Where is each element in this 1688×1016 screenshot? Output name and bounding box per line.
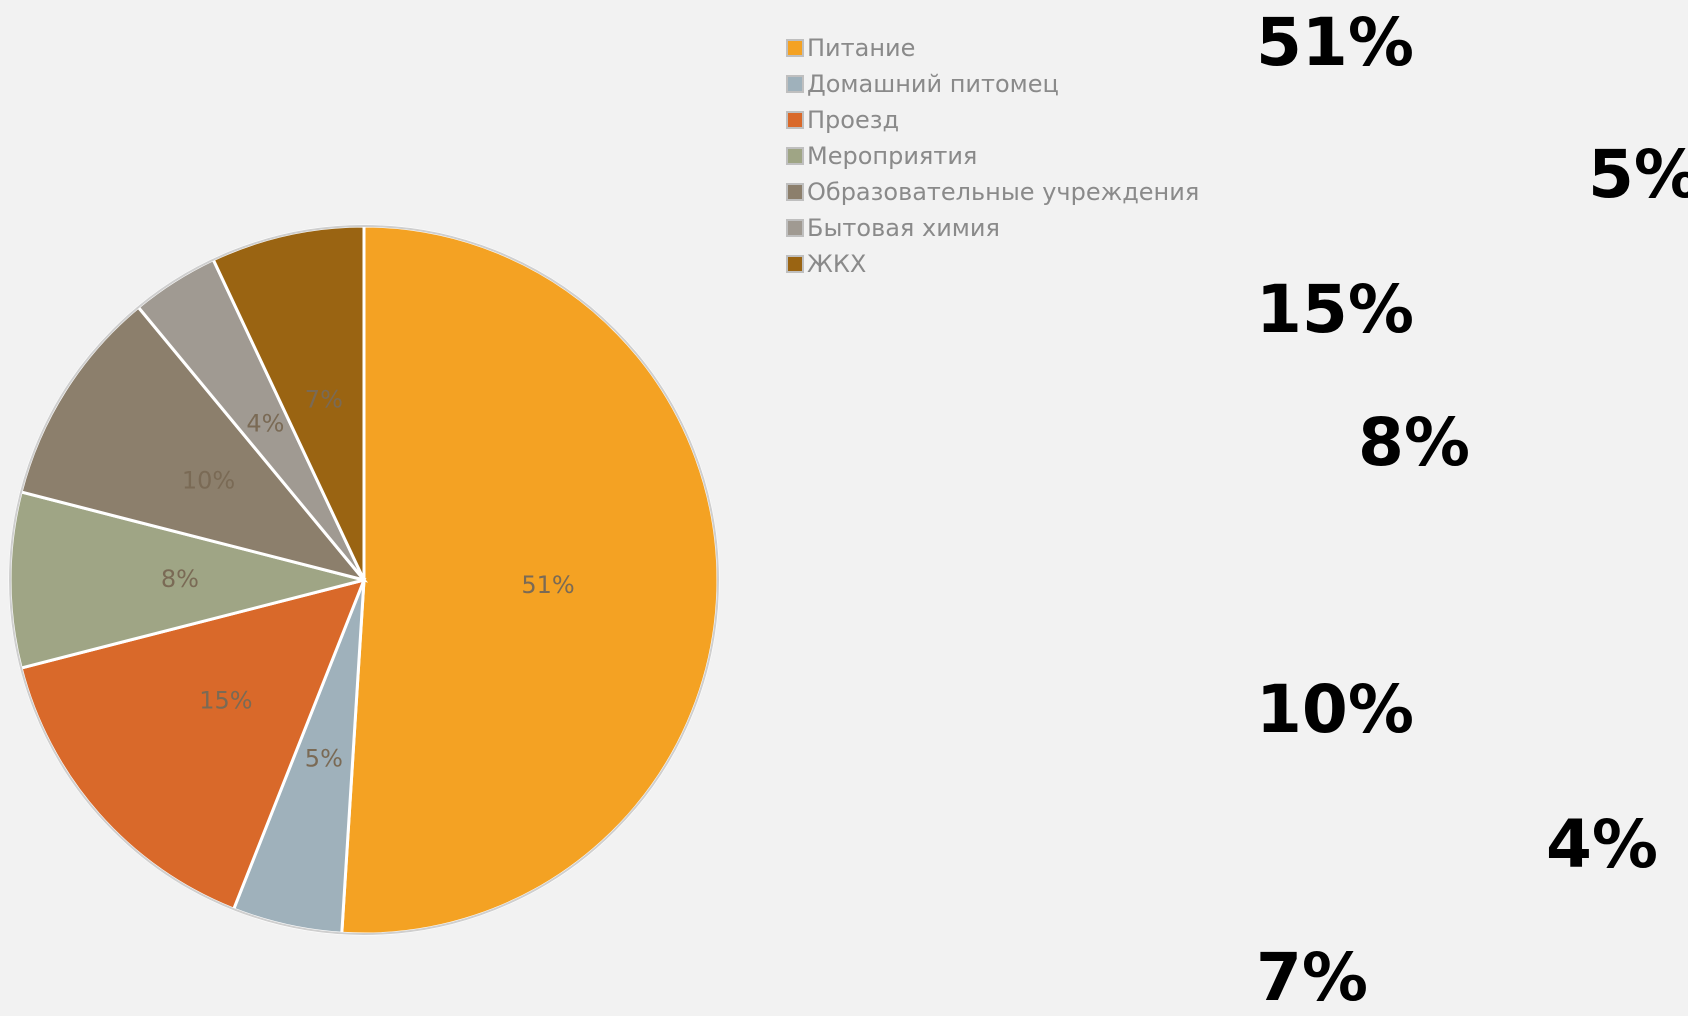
chart-legend: Питание Домашний питомец Проезд Мероприя…	[786, 30, 1199, 282]
slice-label-3: 8%	[161, 565, 199, 593]
overlay-percent-0: 51%	[1256, 4, 1414, 81]
slice-label-5: 4%	[246, 410, 284, 438]
overlay-percent-2: 15%	[1256, 271, 1414, 348]
legend-label: Проезд	[807, 106, 900, 134]
legend-item-4: Образовательные учреждения	[786, 174, 1199, 210]
legend-item-5: Бытовая химия	[786, 210, 1199, 246]
overlay-percent-4: 10%	[1256, 671, 1414, 748]
pie-chart: 51% 5% 15% 8% 10% 4% 7%	[8, 224, 720, 936]
legend-label: Образовательные учреждения	[807, 178, 1200, 206]
overlay-percent-5: 4%	[1546, 806, 1659, 883]
legend-swatch	[786, 183, 804, 201]
overlay-percent-1: 5%	[1588, 136, 1688, 213]
legend-label: Питание	[807, 34, 916, 62]
legend-label: Домашний питомец	[807, 70, 1059, 98]
legend-swatch	[786, 255, 804, 273]
legend-label: Мероприятия	[807, 142, 978, 170]
overlay-percent-6: 7%	[1256, 939, 1369, 1016]
legend-item-6: ЖКХ	[786, 246, 1199, 282]
legend-swatch	[786, 147, 804, 165]
slice-label-2: 15%	[199, 687, 252, 715]
legend-swatch	[786, 75, 804, 93]
pie-outline	[9, 225, 719, 935]
legend-swatch	[786, 39, 804, 57]
overlay-percent-3: 8%	[1358, 404, 1471, 481]
slice-label-4: 10%	[182, 466, 235, 494]
slice-label-1: 5%	[305, 745, 343, 773]
legend-item-1: Домашний питомец	[786, 66, 1199, 102]
slice-label-0: 51%	[521, 571, 574, 599]
legend-item-3: Мероприятия	[786, 138, 1199, 174]
legend-item-2: Проезд	[786, 102, 1199, 138]
legend-swatch	[786, 111, 804, 129]
legend-label: ЖКХ	[807, 250, 867, 278]
legend-swatch	[786, 219, 804, 237]
legend-item-0: Питание	[786, 30, 1199, 66]
legend-label: Бытовая химия	[807, 214, 1000, 242]
slice-label-6: 7%	[305, 385, 343, 413]
